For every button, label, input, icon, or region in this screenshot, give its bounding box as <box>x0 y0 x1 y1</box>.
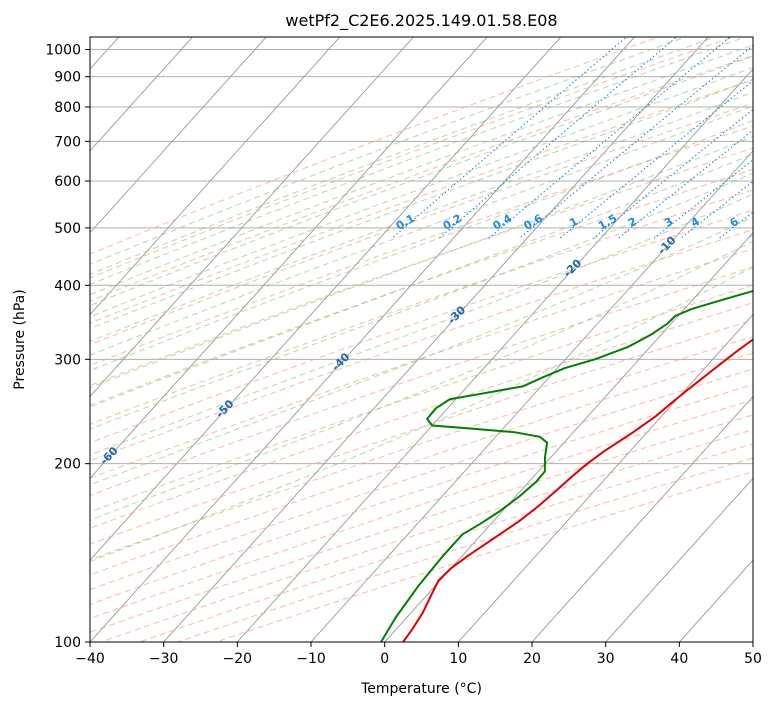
x-tick-label-10: 10 <box>449 651 467 667</box>
dry-adiabat-50 <box>90 209 753 444</box>
x-tick-label--30: −30 <box>149 651 179 667</box>
moist-adiabat-6 <box>90 120 753 372</box>
y-tick-label-400: 400 <box>54 278 81 294</box>
moist-adiabat-10 <box>90 136 753 389</box>
x-tick-label-50: 50 <box>744 651 762 667</box>
x-axis-label: Temperature (°C) <box>360 681 482 697</box>
dry-adiabat-180 <box>99 428 753 642</box>
dry-adiabat--30 <box>90 37 735 279</box>
x-tick-label-30: 30 <box>597 651 615 667</box>
chart-title: wetPf2_C2E6.2025.149.01.58.E08 <box>285 11 557 31</box>
x-tick-label--20: −20 <box>223 651 253 667</box>
isotherm--10 <box>310 150 753 642</box>
mixing-ratio-line-0.2 <box>438 37 678 239</box>
plot-frame <box>89 36 754 643</box>
sounding-series <box>380 289 753 642</box>
isotherm--30 <box>163 37 709 642</box>
isotherm-40 <box>678 559 753 642</box>
dry-adiabat-10 <box>90 125 753 367</box>
isotherm--40 <box>90 37 636 642</box>
y-tick-label-200: 200 <box>54 457 81 473</box>
y-tick-label-800: 800 <box>54 100 81 116</box>
y-tick-label-300: 300 <box>54 352 81 368</box>
moist-adiabat--14 <box>90 55 753 307</box>
moist-adiabat-26 <box>90 216 753 486</box>
isotherm--50 <box>90 37 562 561</box>
x-tick-label-0: 0 <box>380 651 389 667</box>
y-axis-ticks: 100 200 300 400 500 600 700 800 900 1000 <box>45 43 90 651</box>
x-tick-label--10: −10 <box>296 651 326 667</box>
isotherm--20 <box>236 68 753 642</box>
isotherm-lines <box>90 37 753 642</box>
moist-adiabat--18 <box>90 44 753 296</box>
x-tick-label-40: 40 <box>670 651 688 667</box>
mixing-ratio-line-0.6 <box>518 44 753 239</box>
moist-adiabat--26 <box>90 37 717 275</box>
dewpoint-profile <box>380 289 753 642</box>
y-tick-label-900: 900 <box>54 70 81 86</box>
isotherm-30 <box>605 477 753 642</box>
moist-adiabat--30 <box>90 37 688 265</box>
isotherm--90 <box>90 37 267 234</box>
x-tick-label-20: 20 <box>523 651 541 667</box>
y-tick-label-1000: 1000 <box>45 43 81 59</box>
dry-adiabat-190 <box>138 443 753 642</box>
moist-adiabat--22 <box>90 37 747 285</box>
y-tick-label-700: 700 <box>54 134 81 150</box>
isotherm--60 <box>90 37 488 479</box>
moist-adiabat-14 <box>90 153 753 408</box>
mixing-ratio-line-3 <box>653 159 753 239</box>
isotherm--80 <box>90 37 341 316</box>
dry-adiabat--40 <box>90 37 661 255</box>
x-tick-label--40: −40 <box>75 651 105 667</box>
y-axis-label: Pressure (hPa) <box>12 289 28 389</box>
mixing-ratio-lines <box>391 37 753 239</box>
y-tick-label-600: 600 <box>54 174 81 190</box>
y-tick-label-500: 500 <box>54 221 81 237</box>
dry-adiabat-100 <box>90 302 753 529</box>
dry-adiabat-110 <box>90 319 753 545</box>
temperature-profile <box>402 338 753 642</box>
dry-adiabat-90 <box>90 284 753 513</box>
y-tick-label-100: 100 <box>54 635 81 651</box>
moist-adiabat-18 <box>90 172 753 430</box>
moist-adiabat-30 <box>90 240 753 521</box>
dry-adiabat-150 <box>90 384 753 605</box>
dry-adiabat-140 <box>90 368 753 591</box>
isotherm-20 <box>531 395 753 642</box>
isotherm--70 <box>90 37 415 398</box>
mixing-ratio-line-1.5 <box>592 108 753 239</box>
dry-adiabat-60 <box>90 229 753 462</box>
moist-adiabat--6 <box>90 78 753 330</box>
dry-adiabat-30 <box>90 168 753 406</box>
isotherm-0 <box>384 232 753 642</box>
isotherm--100 <box>90 37 194 152</box>
moist-adiabat-2 <box>90 105 753 356</box>
moist-adiabat--2 <box>90 91 753 342</box>
dry-adiabat-0 <box>90 102 753 346</box>
x-axis-ticks: −40 −30 −20 −10 0 10 20 30 40 50 <box>75 642 762 667</box>
dry-adiabat-40 <box>90 189 753 425</box>
moist-adiabats <box>90 37 753 563</box>
isotherm-10 <box>457 313 753 642</box>
moist-adiabat-34 <box>90 266 753 563</box>
